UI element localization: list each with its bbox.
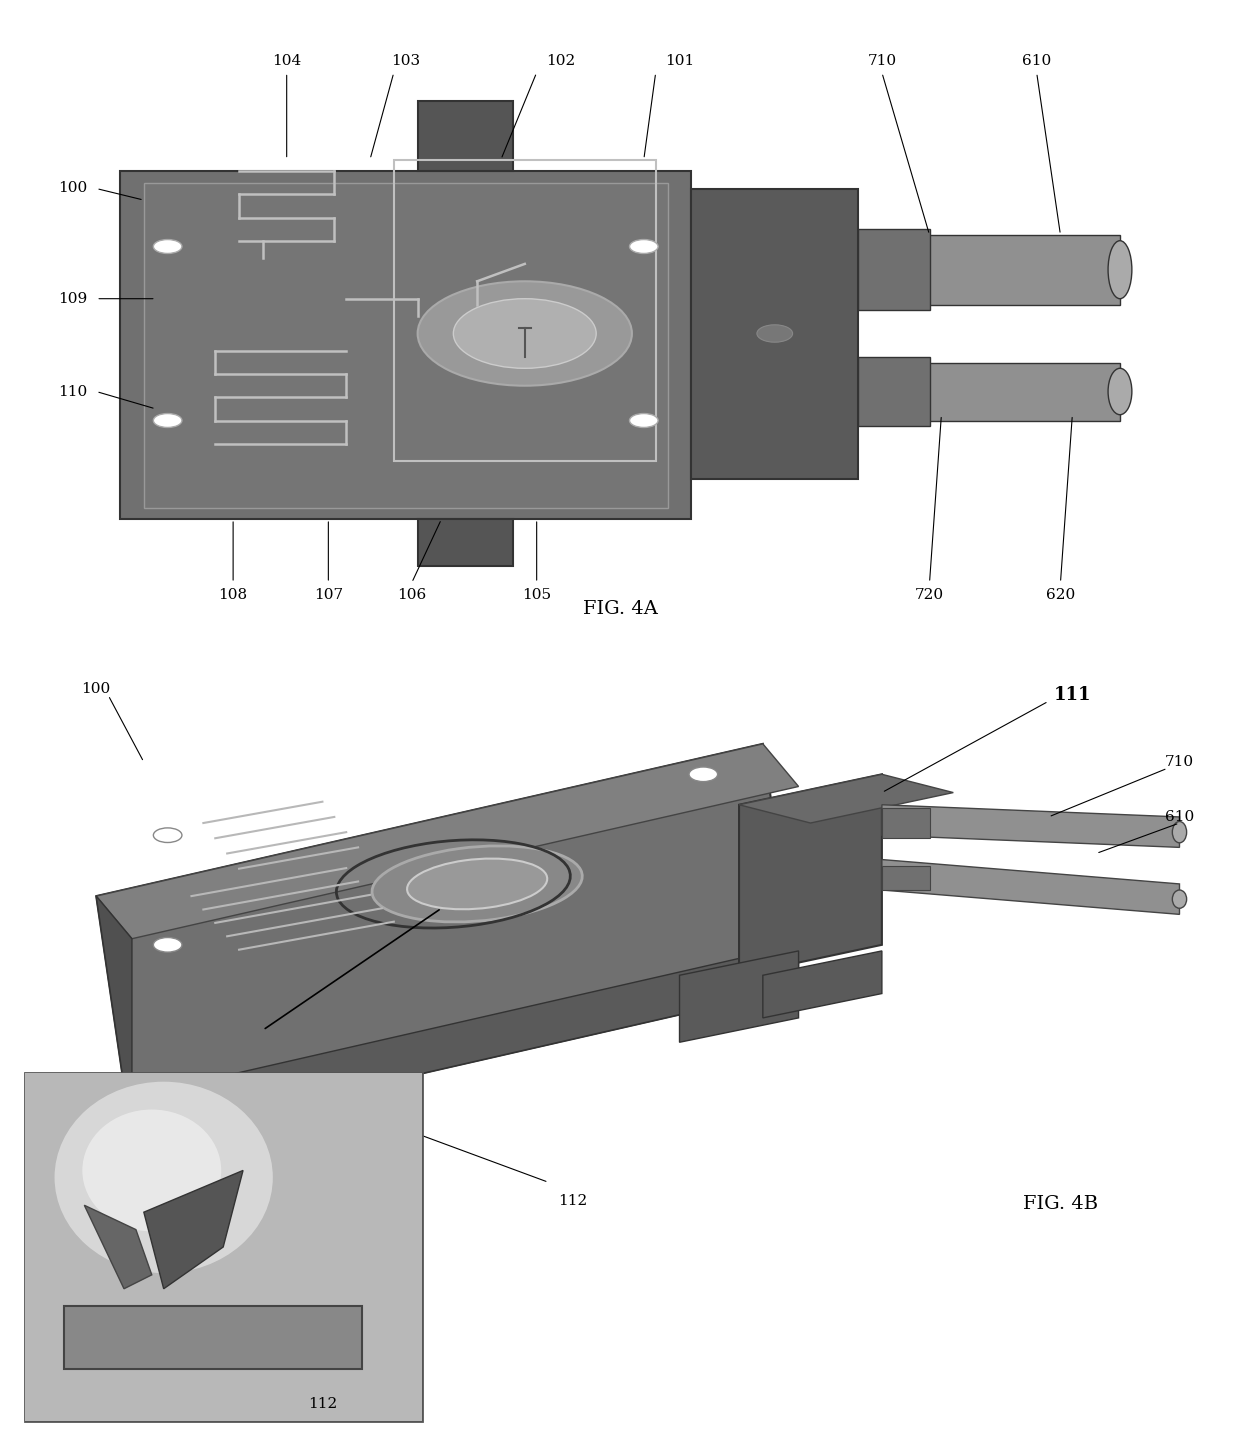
Polygon shape: [882, 805, 1179, 847]
Polygon shape: [131, 945, 799, 1140]
Bar: [120, 171, 692, 519]
Ellipse shape: [1109, 241, 1132, 299]
Ellipse shape: [407, 858, 547, 909]
Polygon shape: [680, 951, 799, 1043]
Circle shape: [689, 767, 718, 782]
Circle shape: [454, 299, 596, 368]
Ellipse shape: [372, 845, 583, 922]
Text: 610: 610: [1022, 54, 1052, 68]
Ellipse shape: [1172, 822, 1187, 842]
Text: 107: 107: [314, 587, 343, 602]
Bar: [64, 1306, 362, 1369]
Text: 110: 110: [58, 384, 87, 399]
Bar: [858, 362, 1120, 420]
Circle shape: [154, 828, 182, 842]
Bar: [882, 866, 930, 890]
Text: 710: 710: [1164, 755, 1194, 768]
Ellipse shape: [1109, 368, 1132, 415]
Polygon shape: [97, 896, 131, 1140]
Text: FIG. 4C: FIG. 4C: [77, 1231, 151, 1250]
Ellipse shape: [82, 1109, 221, 1231]
Bar: [144, 183, 667, 507]
Text: 108: 108: [218, 587, 248, 602]
Text: 106: 106: [397, 587, 427, 602]
Bar: [858, 235, 1120, 304]
Text: FIG. 4B: FIG. 4B: [1023, 1195, 1097, 1212]
Text: 112: 112: [558, 1193, 587, 1208]
Ellipse shape: [1172, 890, 1187, 908]
Text: FIG. 4A: FIG. 4A: [583, 600, 657, 618]
Circle shape: [756, 325, 792, 342]
Circle shape: [630, 413, 658, 428]
Bar: [418, 102, 513, 171]
Text: 105: 105: [522, 587, 552, 602]
Text: 109: 109: [58, 291, 87, 306]
Circle shape: [418, 281, 632, 386]
Text: 111: 111: [1054, 686, 1091, 705]
Ellipse shape: [55, 1082, 273, 1273]
Bar: [692, 188, 858, 478]
Circle shape: [154, 413, 182, 428]
Circle shape: [154, 239, 182, 254]
Text: 103: 103: [391, 54, 420, 68]
Polygon shape: [739, 774, 954, 824]
Polygon shape: [84, 1205, 151, 1289]
Text: 101: 101: [665, 54, 694, 68]
Polygon shape: [97, 744, 799, 1140]
Bar: [394, 160, 656, 461]
Polygon shape: [882, 860, 1179, 915]
Bar: [882, 808, 930, 838]
Circle shape: [630, 239, 658, 254]
Text: 100: 100: [58, 181, 87, 196]
Bar: [858, 229, 930, 310]
Polygon shape: [739, 774, 882, 976]
Circle shape: [154, 938, 182, 953]
Text: 710: 710: [867, 54, 897, 68]
Polygon shape: [97, 744, 799, 938]
Polygon shape: [763, 951, 882, 1018]
Text: 104: 104: [272, 54, 301, 68]
Text: 720: 720: [915, 587, 944, 602]
Bar: [858, 357, 930, 426]
Polygon shape: [144, 1170, 243, 1289]
Bar: [418, 519, 513, 566]
Text: 620: 620: [1045, 587, 1075, 602]
Text: 100: 100: [82, 682, 110, 696]
Text: 610: 610: [1164, 811, 1194, 824]
Text: 112: 112: [308, 1396, 337, 1411]
Text: 102: 102: [546, 54, 575, 68]
